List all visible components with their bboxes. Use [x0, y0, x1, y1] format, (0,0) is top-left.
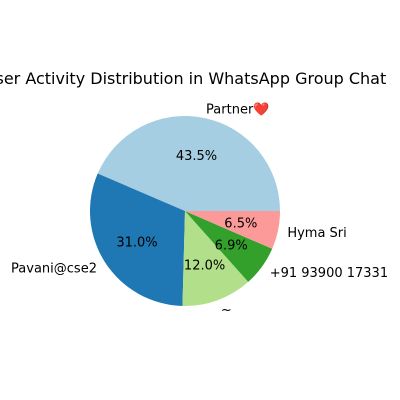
pie-slice [185, 211, 273, 282]
slice-category-label: Partner❤️ [206, 102, 270, 118]
slice-percent-label: 43.5% [176, 149, 217, 164]
slice-category-label: Hyma Sri [287, 226, 346, 241]
slice-percent-label: 6.9% [215, 238, 248, 253]
pie-slice [97, 115, 280, 211]
pie-slice [182, 211, 249, 306]
pie-slice [90, 173, 185, 306]
pie-slice [185, 211, 280, 249]
slice-percent-label: 6.5% [224, 217, 257, 232]
chart-title: User Activity Distribution in WhatsApp G… [0, 69, 386, 88]
slice-category-label: +91 93900 17331 [270, 266, 388, 281]
slice-category-label: Pavani@cse2 [11, 261, 97, 276]
slice-percent-label: 12.0% [184, 259, 225, 274]
slice-category-label: ~ [221, 303, 232, 318]
slice-percent-label: 31.0% [116, 236, 157, 251]
